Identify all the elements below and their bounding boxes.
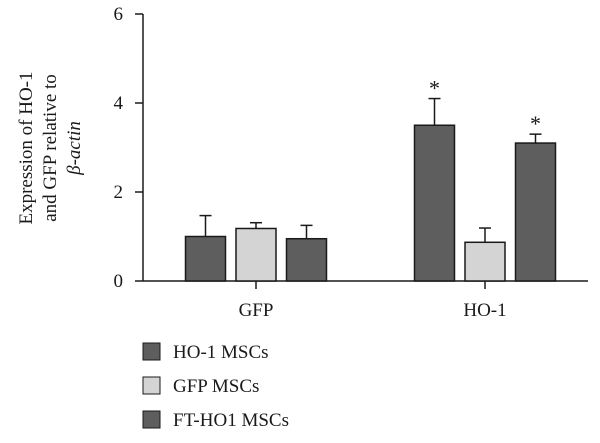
legend-label: FT-HO1 MSCs bbox=[173, 410, 289, 431]
legend-swatch bbox=[142, 376, 161, 395]
y-tick-label: 4 bbox=[114, 93, 124, 114]
y-tick-label: 2 bbox=[114, 182, 124, 203]
x-tick-label: GFP bbox=[239, 300, 274, 321]
bar bbox=[514, 142, 557, 282]
y-axis-label-line: β-actin bbox=[64, 121, 85, 176]
legend-label: GFP MSCs bbox=[173, 376, 259, 397]
y-tick-label: 6 bbox=[114, 4, 124, 25]
bar bbox=[285, 237, 328, 282]
y-axis-label-line: Expression of HO-1 bbox=[16, 71, 37, 224]
bar bbox=[235, 227, 277, 282]
y-axis-label-line: and GFP relative to bbox=[40, 74, 61, 222]
bar bbox=[464, 241, 506, 282]
x-tick-label: HO-1 bbox=[463, 300, 506, 321]
legend-swatch bbox=[142, 342, 161, 361]
y-axis-label: Expression of HO-1 and GFP relative to β-a… bbox=[16, 71, 85, 224]
legend-label: HO-1 MSCs bbox=[173, 342, 269, 363]
y-tick-label: 0 bbox=[114, 271, 124, 292]
significance-marker: * bbox=[429, 76, 440, 101]
bar bbox=[413, 124, 456, 282]
legend-swatch bbox=[142, 410, 161, 429]
significance-marker: * bbox=[530, 111, 541, 136]
bar bbox=[184, 235, 227, 282]
